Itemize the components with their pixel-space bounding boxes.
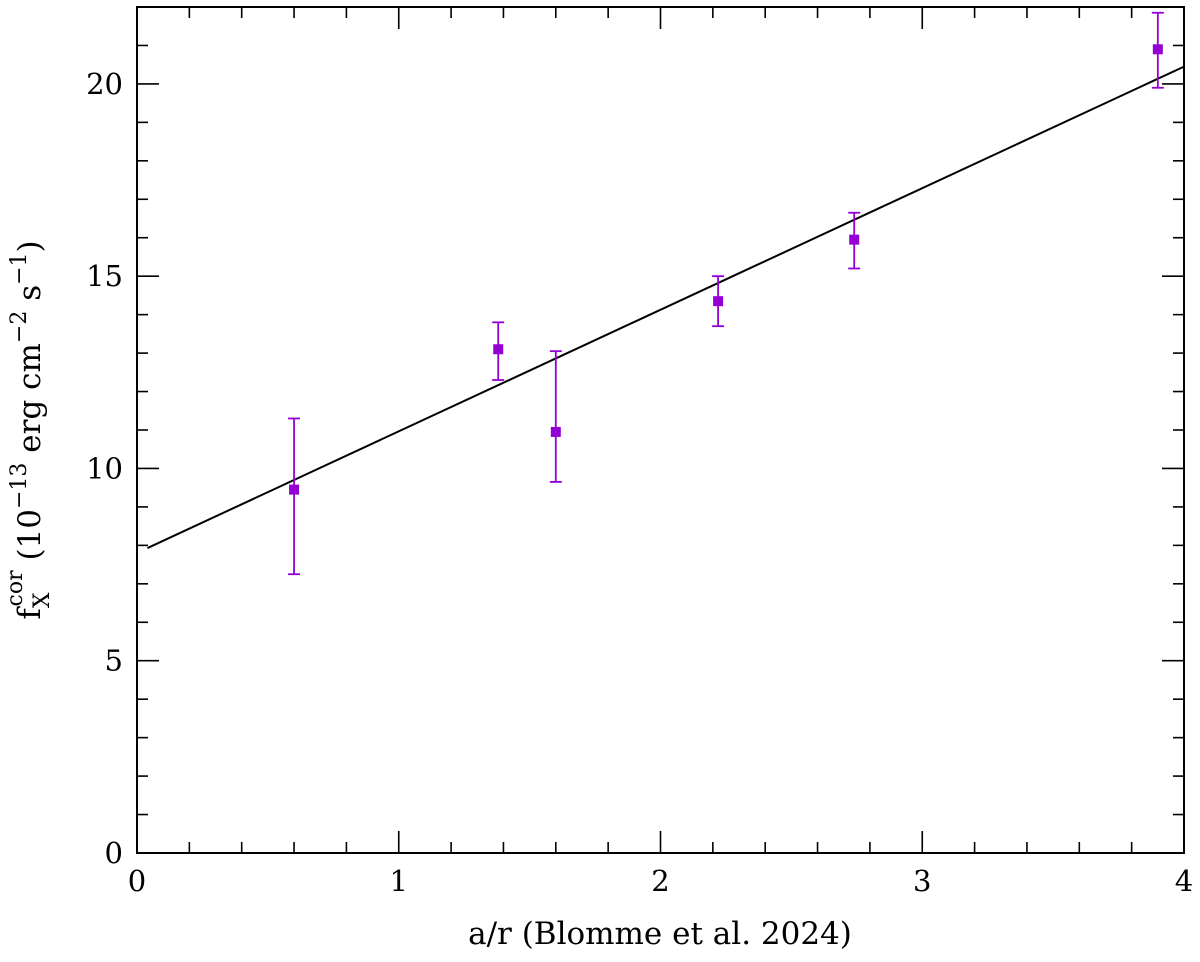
data-point-group xyxy=(1151,11,1164,89)
plot-frame xyxy=(136,6,1185,854)
y-tick-label: 20 xyxy=(86,67,123,101)
axis-tick-labels: 0 1 2 3 4 0 5 10 15 20 xyxy=(86,67,1193,898)
x-tick-label: 3 xyxy=(913,864,931,898)
data-point-marker xyxy=(493,344,504,355)
data-point-marker xyxy=(713,296,724,307)
ylabel-mid2: s xyxy=(12,285,48,311)
data-point-marker xyxy=(289,484,300,495)
x-tick-label: 2 xyxy=(651,864,669,898)
ylabel-open: (10 xyxy=(12,509,48,570)
y-tick-label: 10 xyxy=(86,451,123,485)
fit-line xyxy=(147,65,1185,549)
ylabel-exp3: −1 xyxy=(7,252,32,284)
data-point-group xyxy=(848,211,861,270)
data-point-group xyxy=(288,417,301,576)
data-point-marker xyxy=(849,234,860,245)
data-point-group xyxy=(492,321,505,381)
ylabel-close: ) xyxy=(12,240,48,252)
fit-line-layer xyxy=(147,65,1185,549)
data-point-group xyxy=(712,275,725,328)
ylabel-mid: erg cm xyxy=(12,343,48,462)
data-points-layer xyxy=(288,11,1164,576)
y-tick-label: 5 xyxy=(105,644,123,678)
y-tick-label: 15 xyxy=(86,259,123,293)
x-tick-label: 4 xyxy=(1175,864,1193,898)
ylabel-sub: X xyxy=(30,592,55,608)
y-axis-label: fXcor (10−13 erg cm−2 s−1) xyxy=(3,240,55,619)
ylabel-sup: cor xyxy=(3,570,28,607)
ylabel-exp2: −2 xyxy=(7,311,32,343)
ylabel-exp1: −13 xyxy=(7,463,32,509)
data-point-group xyxy=(549,350,562,483)
ylabel-f: f xyxy=(12,606,48,620)
x-tick-label: 1 xyxy=(390,864,408,898)
data-point-marker xyxy=(1152,44,1163,55)
data-point-marker xyxy=(550,426,561,437)
axis-ticks xyxy=(136,6,1185,854)
x-tick-label: 0 xyxy=(128,864,146,898)
x-axis-label: a/r (Blomme et al. 2024) xyxy=(468,916,852,952)
y-tick-label: 0 xyxy=(105,836,123,870)
